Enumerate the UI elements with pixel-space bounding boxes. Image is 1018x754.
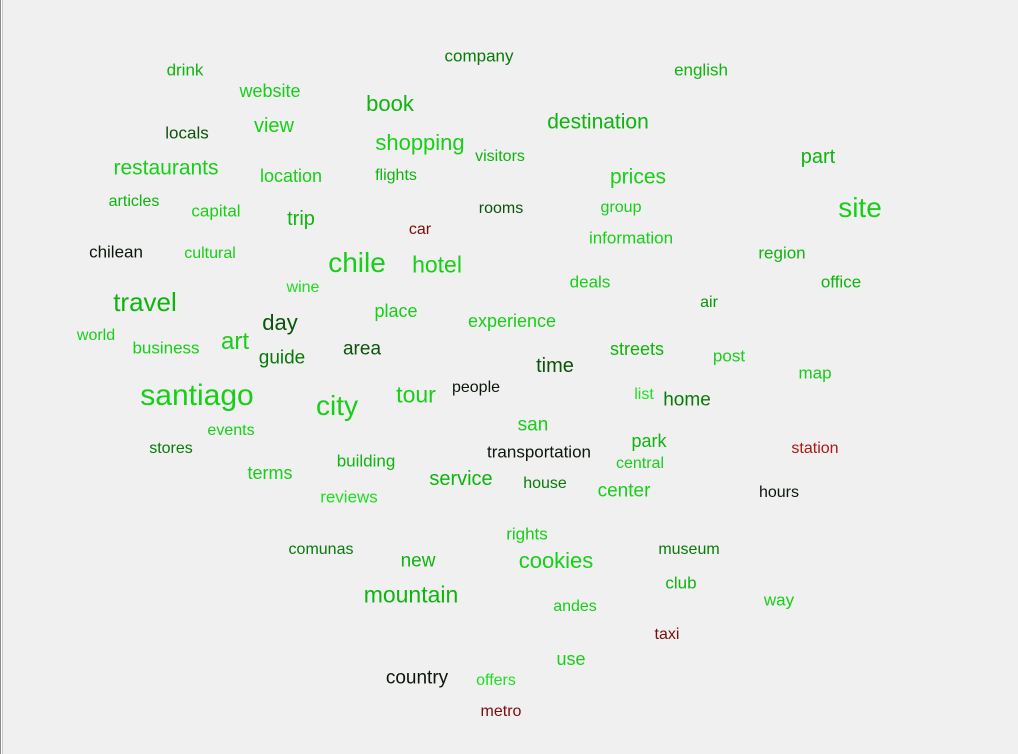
- word-service: service: [429, 468, 493, 490]
- word-post: post: [712, 346, 746, 366]
- word-location: location: [259, 166, 323, 186]
- word-travel: travel: [113, 287, 177, 317]
- word-region: region: [758, 243, 806, 263]
- word-book: book: [366, 91, 414, 116]
- word-house: house: [523, 475, 567, 492]
- word-part: part: [800, 146, 836, 168]
- word-experience: experience: [467, 311, 557, 331]
- word-english: english: [674, 60, 728, 80]
- word-wine: wine: [286, 279, 320, 296]
- word-people: people: [451, 379, 501, 396]
- word-streets: streets: [609, 339, 665, 359]
- word-place: place: [374, 301, 418, 321]
- word-building: building: [336, 451, 396, 471]
- word-station: station: [791, 440, 839, 457]
- word-destination: destination: [547, 110, 649, 134]
- word-map: map: [798, 363, 832, 383]
- word-cloud-canvas: company drink english website book locals view…: [3, 0, 1018, 754]
- word-use: use: [556, 649, 586, 669]
- word-stores: stores: [149, 440, 193, 457]
- word-business: business: [132, 338, 200, 358]
- word-park: park: [631, 431, 667, 451]
- word-taxi: taxi: [654, 626, 680, 643]
- word-tour: tour: [396, 381, 436, 408]
- word-company: company: [444, 46, 514, 66]
- word-hotel: hotel: [412, 251, 462, 278]
- word-home: home: [663, 389, 711, 411]
- word-santiago: santiago: [140, 379, 254, 412]
- word-group: group: [600, 199, 642, 216]
- word-rights: rights: [506, 524, 548, 544]
- word-reviews: reviews: [320, 487, 378, 507]
- word-museum: museum: [658, 541, 720, 558]
- word-guide: guide: [258, 347, 306, 369]
- word-prices: prices: [609, 165, 667, 189]
- word-car: car: [408, 221, 432, 238]
- word-country: country: [385, 667, 449, 689]
- word-deals: deals: [569, 272, 611, 292]
- word-cookies: cookies: [518, 548, 594, 573]
- word-terms: terms: [247, 463, 293, 483]
- word-andes: andes: [553, 598, 597, 615]
- word-metro: metro: [480, 703, 522, 720]
- word-list: list: [634, 386, 654, 403]
- word-san: san: [517, 414, 549, 436]
- word-restaurants: restaurants: [113, 156, 219, 180]
- word-site: site: [838, 192, 882, 223]
- word-rooms: rooms: [478, 200, 524, 217]
- word-way: way: [763, 590, 795, 610]
- word-area: area: [342, 338, 382, 360]
- word-air: air: [700, 294, 718, 311]
- word-art: art: [220, 328, 250, 355]
- word-comunas: comunas: [288, 541, 354, 558]
- word-offers: offers: [476, 672, 516, 689]
- word-world: world: [76, 327, 116, 344]
- word-hours: hours: [758, 484, 800, 501]
- word-shopping: shopping: [375, 130, 465, 155]
- word-drink: drink: [166, 60, 204, 80]
- word-capital: capital: [191, 201, 241, 221]
- word-events: events: [207, 422, 255, 439]
- word-office: office: [820, 272, 862, 292]
- word-visitors: visitors: [475, 148, 525, 165]
- word-flights: flights: [375, 167, 417, 184]
- word-chilean: chilean: [89, 242, 143, 262]
- word-chile: chile: [328, 247, 386, 278]
- word-mountain: mountain: [363, 581, 459, 608]
- word-new: new: [400, 550, 436, 572]
- window-left-border: [0, 0, 3, 754]
- word-transportation: transportation: [487, 442, 591, 462]
- word-view: view: [253, 115, 295, 137]
- word-center: center: [597, 480, 651, 502]
- word-time: time: [536, 355, 574, 377]
- word-trip: trip: [287, 208, 315, 230]
- word-articles: articles: [108, 193, 160, 210]
- word-locals: locals: [165, 123, 209, 143]
- word-central: central: [615, 455, 665, 472]
- word-information: information: [588, 228, 674, 248]
- word-club: club: [665, 573, 697, 593]
- word-cultural: cultural: [184, 245, 236, 262]
- word-website: website: [239, 81, 301, 101]
- word-day: day: [262, 310, 298, 335]
- word-city: city: [316, 390, 358, 421]
